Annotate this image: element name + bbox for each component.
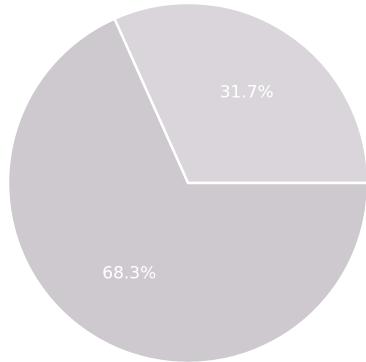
slice-label: 31.7% [220,82,274,102]
pie-slice [6,17,366,362]
slice-label: 68.3% [102,264,156,284]
pie-slice [112,1,366,185]
